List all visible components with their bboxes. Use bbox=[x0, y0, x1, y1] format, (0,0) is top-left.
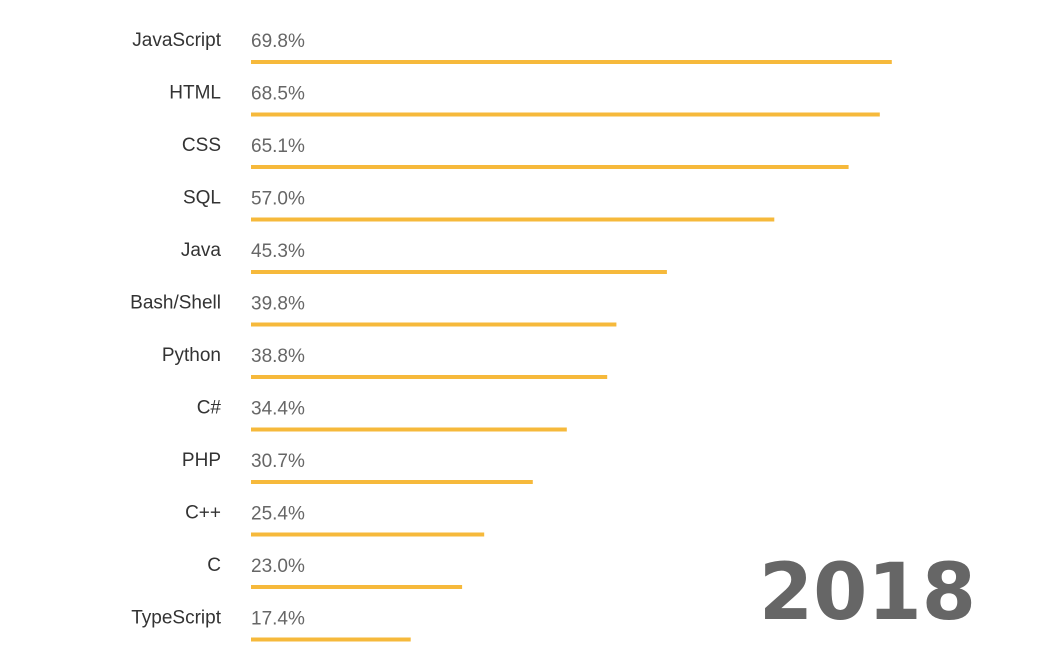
value-label: 45.3% bbox=[251, 241, 305, 262]
bar bbox=[251, 217, 775, 222]
value-label: 30.7% bbox=[251, 451, 305, 472]
value-label: 38.8% bbox=[251, 346, 305, 367]
category-label: PHP bbox=[182, 450, 221, 471]
bar bbox=[251, 585, 463, 589]
category-label: CSS bbox=[182, 135, 221, 156]
category-label: Java bbox=[181, 240, 222, 261]
value-label: 23.0% bbox=[251, 556, 305, 577]
bar bbox=[251, 532, 485, 537]
bar bbox=[251, 112, 880, 117]
value-label: 57.0% bbox=[251, 189, 305, 210]
bar bbox=[251, 270, 667, 274]
year-annotation: 2018 bbox=[759, 548, 976, 638]
category-label: C bbox=[207, 555, 221, 576]
category-label: JavaScript bbox=[132, 30, 221, 51]
category-label: C++ bbox=[185, 503, 221, 524]
bar bbox=[251, 480, 533, 484]
category-label: SQL bbox=[183, 188, 221, 209]
category-label: HTML bbox=[169, 83, 221, 104]
category-label: Python bbox=[162, 345, 221, 366]
category-label: TypeScript bbox=[131, 608, 221, 629]
bar bbox=[251, 165, 849, 169]
value-label: 39.8% bbox=[251, 294, 305, 315]
value-label: 25.4% bbox=[251, 504, 305, 525]
bars-group: JavaScript 69.8% HTML 68.5% CSS 65.1% SQL 57.0%… bbox=[130, 30, 892, 642]
bar bbox=[251, 375, 608, 379]
value-label: 68.5% bbox=[251, 84, 305, 105]
bar bbox=[251, 60, 892, 64]
category-label: C# bbox=[197, 398, 222, 419]
category-label: Bash/Shell bbox=[130, 293, 221, 314]
value-label: 17.4% bbox=[251, 609, 305, 630]
value-label: 34.4% bbox=[251, 399, 305, 420]
bar bbox=[251, 427, 567, 432]
bar bbox=[251, 322, 617, 327]
value-label: 65.1% bbox=[251, 136, 305, 157]
bar bbox=[251, 637, 411, 642]
value-label: 69.8% bbox=[251, 31, 305, 52]
